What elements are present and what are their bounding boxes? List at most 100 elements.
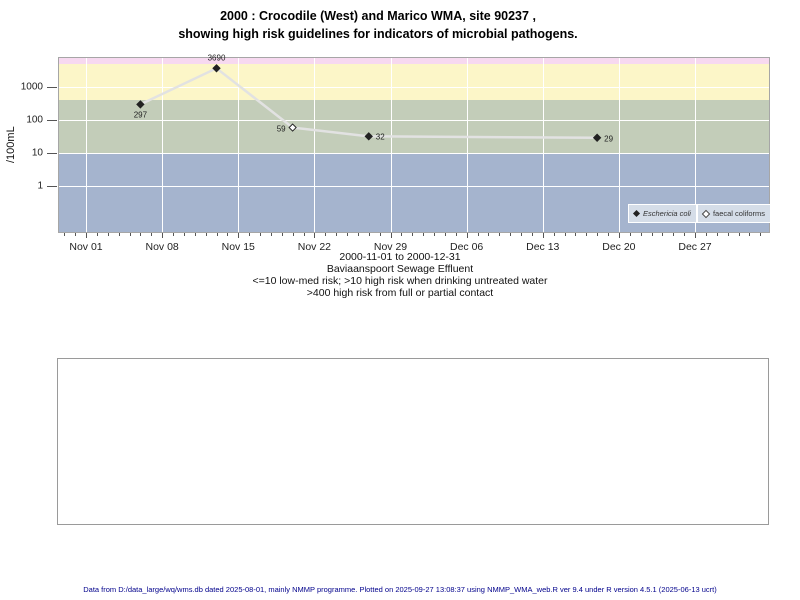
x-tick-minor	[412, 233, 414, 236]
data-point-label: 29	[604, 134, 614, 144]
x-tick-minor	[357, 233, 359, 236]
x-tick-minor	[64, 233, 66, 236]
x-tick-minor	[151, 233, 153, 236]
x-tick-minor	[651, 233, 653, 236]
data-point-label: 59	[276, 124, 286, 134]
x-tick-label: Nov 29	[373, 241, 408, 253]
legend-item-eschericia-coli: Eschericia coli	[628, 204, 697, 223]
x-tick-minor	[499, 233, 501, 236]
x-tick-major	[314, 233, 316, 238]
x-tick-minor	[705, 233, 707, 236]
x-tick-minor	[325, 233, 327, 236]
data-point-32	[364, 132, 373, 141]
x-tick-major	[466, 233, 468, 238]
x-tick-minor	[270, 233, 272, 236]
x-tick-major	[86, 233, 87, 238]
y-axis: 1000 100 10 1	[0, 58, 59, 232]
chart-title-line2: showing high risk guidelines for indicat…	[178, 27, 578, 41]
chart-title: 2000 : Crocodile (West) and Marico WMA, …	[0, 7, 756, 43]
x-tick-minor	[129, 233, 131, 236]
x-tick-minor	[118, 233, 120, 236]
data-line	[139, 66, 598, 139]
x-tick-minor	[401, 233, 403, 236]
x-tick-minor	[521, 233, 522, 236]
x-tick-major	[695, 233, 696, 238]
y-tick-mark	[47, 120, 57, 121]
y-tick-mark	[47, 153, 57, 154]
x-tick-minor	[510, 233, 512, 236]
x-tick-minor	[107, 233, 109, 236]
plot-area: Eschericia coli faecal coliforms 297 3690…	[58, 54, 772, 233]
filled-diamond-icon	[632, 209, 641, 218]
x-tick-minor	[205, 233, 207, 236]
x-tick-minor	[216, 233, 218, 236]
legend: Eschericia coli faecal coliforms	[628, 204, 772, 223]
x-tick-minor	[260, 233, 261, 236]
x-tick-label: Dec 13	[526, 241, 560, 253]
x-tick-major	[390, 233, 392, 238]
x-tick-minor	[597, 233, 599, 236]
x-tick-label: Nov 22	[297, 241, 332, 253]
data-point-label: 297	[133, 110, 148, 120]
x-tick-minor	[738, 233, 740, 236]
x-tick-minor	[336, 233, 338, 236]
vertical-gridline	[238, 58, 240, 232]
x-tick-minor	[96, 233, 98, 236]
x-axis: Nov 01 Nov 08 Nov 15 Nov 22 Nov 29 Dec 06 Dec …	[59, 232, 769, 260]
x-tick-minor	[662, 233, 664, 236]
x-tick-minor	[194, 233, 196, 236]
data-point-297	[136, 100, 145, 109]
caption-block: 2000-11-01 to 2000-12-31 Baviaanspoort S…	[0, 251, 800, 299]
empty-panel	[57, 358, 769, 525]
legend-label-eschericia-coli: Eschericia coli	[643, 209, 691, 218]
x-tick-minor	[227, 233, 229, 236]
x-tick-minor	[760, 233, 762, 236]
vertical-gridline	[86, 58, 87, 232]
x-tick-minor	[434, 233, 435, 236]
y-tick-label: 100	[26, 114, 43, 126]
chart-title-line1: 2000 : Crocodile (West) and Marico WMA, …	[220, 9, 536, 23]
legend-label-faecal-coliforms: faecal coliforms	[712, 209, 766, 218]
x-tick-minor	[640, 233, 642, 236]
x-tick-minor	[716, 233, 718, 236]
x-tick-minor	[183, 233, 185, 236]
x-tick-minor	[379, 233, 381, 236]
x-tick-minor	[553, 233, 555, 236]
x-tick-minor	[727, 233, 729, 236]
x-tick-label: Dec 27	[678, 241, 712, 253]
x-tick-major	[618, 233, 620, 238]
x-tick-minor	[140, 233, 142, 236]
risk-band-high-risk-drinking-gt-10	[59, 100, 769, 153]
x-tick-minor	[488, 233, 490, 236]
x-tick-major	[238, 233, 240, 238]
x-tick-minor	[444, 233, 446, 236]
caption-risk-guideline-2: >400 high risk from full or partial cont…	[306, 287, 494, 299]
x-tick-minor	[575, 233, 577, 236]
x-tick-minor	[749, 233, 751, 236]
x-tick-label: Nov 01	[69, 241, 103, 253]
x-tick-minor	[564, 233, 566, 236]
data-point-59	[288, 123, 297, 132]
x-tick-minor	[629, 233, 631, 236]
open-diamond-icon	[701, 209, 711, 218]
x-tick-minor	[281, 233, 283, 236]
x-tick-label: Dec 20	[602, 241, 636, 253]
y-tick-mark	[47, 186, 57, 187]
vertical-gridline	[695, 58, 696, 232]
data-point-3690	[212, 64, 221, 73]
data-point-29	[592, 133, 602, 142]
data-layer	[136, 64, 602, 142]
x-tick-minor	[249, 233, 251, 236]
caption-date-range: 2000-11-01 to 2000-12-31	[339, 251, 461, 263]
legend-item-faecal-coliforms: faecal coliforms	[696, 204, 772, 223]
y-tick-label: 1	[37, 180, 43, 192]
x-tick-minor	[173, 233, 174, 236]
vertical-gridline	[390, 58, 392, 232]
x-tick-minor	[608, 233, 609, 236]
horizontal-gridline	[59, 120, 769, 121]
horizontal-gridline	[59, 153, 769, 154]
x-tick-minor	[455, 233, 457, 236]
x-tick-minor	[347, 233, 348, 236]
vertical-gridline	[162, 58, 164, 232]
x-tick-label: Dec 06	[449, 241, 484, 253]
